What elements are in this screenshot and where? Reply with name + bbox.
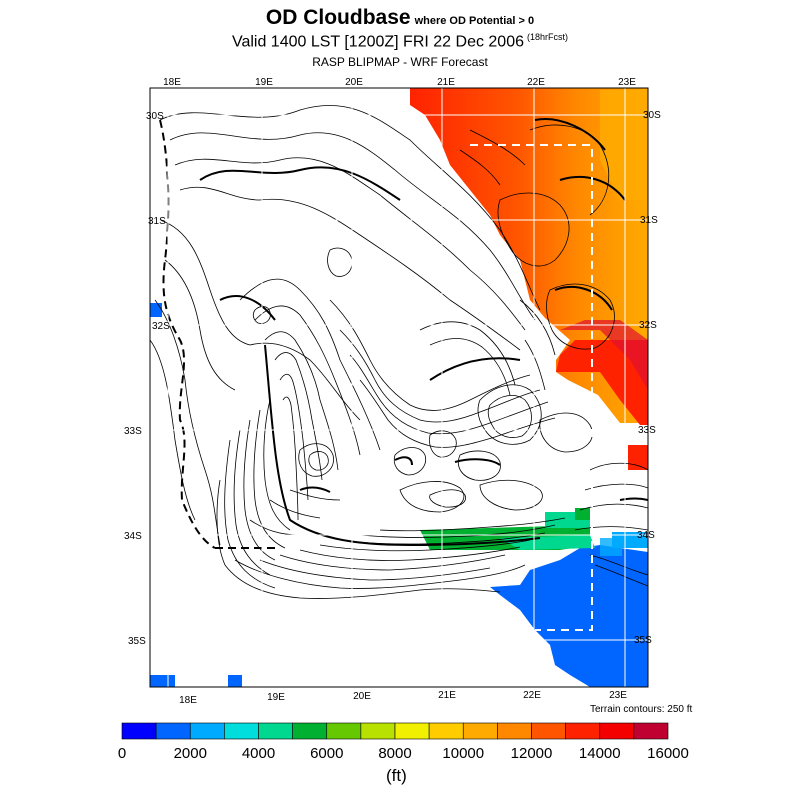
colorbar-tick-label: 0 — [118, 745, 126, 762]
terrain-contours-bold — [199, 118, 648, 547]
model-subtitle: RASP BLIPMAP - WRF Forecast — [312, 55, 488, 69]
lat-label-right: 32S — [639, 320, 657, 331]
colorbar-swatch — [292, 722, 328, 740]
colorbar-tick-label: 12000 — [511, 745, 553, 762]
lat-label-left: 34S — [124, 531, 142, 542]
colorbar-swatch — [121, 722, 157, 740]
colorbar-swatch — [189, 722, 225, 740]
inner-domain-boundary — [470, 144, 593, 631]
forecast-hours: (18hrFcst) — [527, 32, 569, 42]
colorbar-swatch — [155, 722, 191, 740]
map-area — [150, 88, 648, 687]
lat-label-right: 33S — [638, 425, 656, 436]
lon-label-top: 18E — [163, 77, 181, 88]
terrain-contour-note: Terrain contours: 250 ft — [590, 704, 693, 715]
lon-label-top: 20E — [345, 77, 363, 88]
colorbar-swatch — [462, 722, 498, 740]
lon-label-bottom: 20E — [353, 691, 371, 702]
colorbar-swatch — [326, 722, 362, 740]
valid-time: Valid 1400 LST [1200Z] FRI 22 Dec 2006 (1… — [0, 32, 800, 51]
colorbar-swatch — [565, 722, 601, 740]
lat-label-left: 32S — [152, 321, 170, 332]
colorbar-swatch — [633, 722, 669, 740]
colorbar-tick-label: 2000 — [174, 745, 207, 762]
colorbar-swatch — [531, 722, 566, 740]
lat-labels-right: 30S 31S 32S 33S 34S 35S — [634, 110, 661, 646]
colorbar-swatch — [360, 722, 396, 740]
lat-label-left: 31S — [148, 216, 166, 227]
colorbar-swatch — [258, 722, 293, 740]
lat-label-left: 33S — [124, 426, 142, 437]
lon-label-top: 19E — [255, 77, 273, 88]
colorbar-tick-label: 8000 — [378, 745, 411, 762]
lat-label-left: 35S — [128, 636, 146, 647]
colorbar-tick-label: 6000 — [310, 745, 343, 762]
lon-label-bottom: 23E — [609, 690, 627, 701]
lon-labels-bottom: 18E 19E 20E 21E 22E 23E — [179, 690, 627, 706]
cloudbase-fill-south — [150, 303, 648, 687]
lat-labels-left: 30S 31S 32S 33S 34S 35S — [124, 111, 170, 647]
colorbar-tick-label: 16000 — [647, 745, 689, 762]
lat-label-left: 30S — [146, 111, 164, 122]
lat-label-right: 31S — [640, 215, 658, 226]
map-title: OD Cloudbase where OD Potential > 0 — [0, 6, 800, 30]
lat-label-right: 30S — [643, 110, 661, 121]
lat-label-right: 34S — [637, 530, 655, 541]
lon-label-bottom: 19E — [267, 692, 285, 703]
lon-label-top: 21E — [437, 77, 455, 88]
lat-label-right: 35S — [634, 635, 652, 646]
colorbar-unit: (ft) — [386, 766, 407, 785]
colorbar: 0 2000 4000 6000 8000 10000 12000 14000 16000 — [118, 722, 689, 762]
valid-time-text: Valid 1400 LST [1200Z] FRI 22 Dec 2006 — [231, 33, 524, 51]
lat-lon-grid — [150, 88, 648, 687]
colorbar-tick-label: 14000 — [579, 745, 621, 762]
lon-label-top: 22E — [527, 77, 545, 88]
lon-label-bottom: 18E — [179, 695, 197, 706]
lon-label-top: 23E — [618, 77, 636, 88]
lon-labels-top: 18E 19E 20E 21E 22E 23E — [163, 77, 636, 88]
lon-label-bottom: 22E — [523, 690, 541, 701]
colorbar-tick-label: 10000 — [442, 745, 484, 762]
colorbar-swatch — [428, 722, 464, 740]
colorbar-tick-label: 4000 — [242, 745, 275, 762]
colorbar-swatch — [394, 722, 430, 740]
cloudbase-fill-north-east — [410, 88, 648, 470]
colorbar-swatch — [497, 722, 532, 740]
lon-label-bottom: 21E — [438, 690, 456, 701]
map-title-main: OD Cloudbase — [265, 6, 411, 29]
colorbar-swatch — [599, 722, 635, 740]
map-frame — [149, 87, 649, 688]
map-title-suffix: where OD Potential > 0 — [414, 15, 535, 27]
colorbar-swatch — [224, 722, 259, 740]
